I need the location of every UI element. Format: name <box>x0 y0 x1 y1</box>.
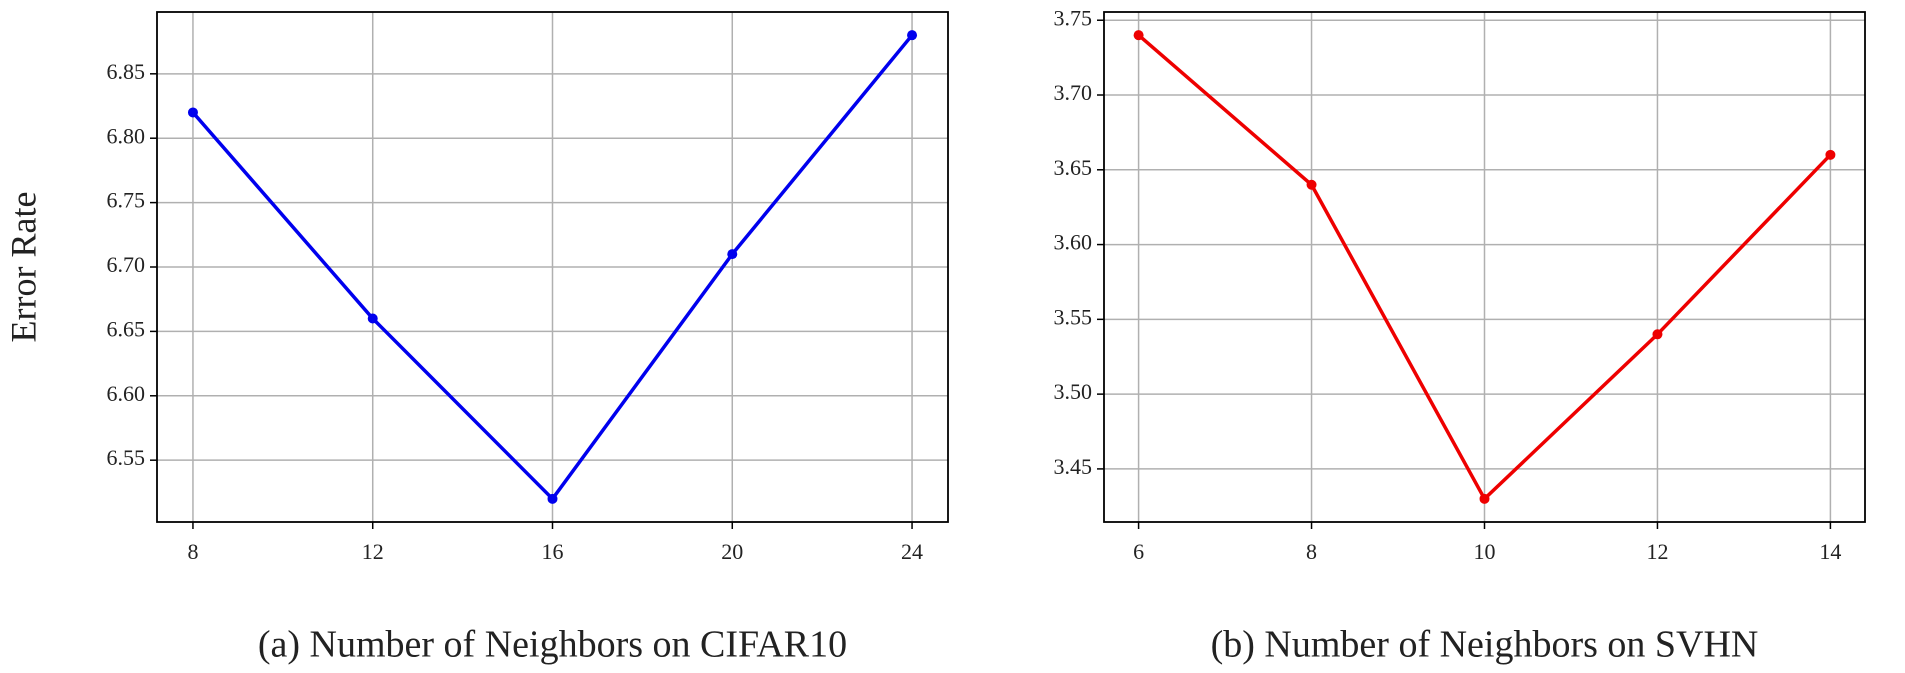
y-tick-label: 3.55 <box>1054 304 1093 329</box>
x-tick-label: 6 <box>1133 539 1144 564</box>
point <box>547 493 558 504</box>
caption: (b) Number of Neighbors on SVHN <box>1211 624 1759 666</box>
y-tick-label: 6.65 <box>107 316 146 341</box>
x-tick-label: 12 <box>1646 539 1668 564</box>
y-tick-label: 6.85 <box>107 59 146 84</box>
x-tick-label: 24 <box>901 539 923 564</box>
y-tick-label: 3.70 <box>1054 80 1093 105</box>
y-tick-label: 6.60 <box>107 381 146 406</box>
plot-frame <box>1103 11 1866 523</box>
point <box>1133 30 1144 41</box>
y-tick-label: 6.70 <box>107 252 146 277</box>
point <box>1652 329 1663 340</box>
x-tick-label: 12 <box>362 539 384 564</box>
y-tick-label: 3.60 <box>1054 230 1093 255</box>
point <box>367 313 378 324</box>
point <box>1306 179 1317 190</box>
x-tick-label: 20 <box>721 539 743 564</box>
x-tick-label: 16 <box>542 539 564 564</box>
caption: (a) Number of Neighbors on CIFAR10 <box>258 624 847 666</box>
point <box>1479 493 1490 504</box>
x-tick-label: 10 <box>1474 539 1496 564</box>
y-tick-label: 3.75 <box>1054 5 1093 30</box>
point <box>1825 149 1836 160</box>
y-tick-label: 6.55 <box>107 445 146 470</box>
point <box>727 249 738 260</box>
x-tick-label: 14 <box>1819 539 1841 564</box>
y-tick-label: 6.80 <box>107 123 146 148</box>
x-tick-label: 8 <box>1306 539 1317 564</box>
y-tick-label: 3.65 <box>1054 155 1093 180</box>
point <box>187 107 198 118</box>
y-tick-label: 3.45 <box>1054 454 1093 479</box>
y-axis-label: Error Rate <box>3 192 43 343</box>
point <box>907 30 918 41</box>
y-tick-label: 6.75 <box>107 188 146 213</box>
plot-frame <box>156 11 949 523</box>
x-tick-label: 8 <box>187 539 198 564</box>
y-tick-label: 3.50 <box>1054 379 1093 404</box>
